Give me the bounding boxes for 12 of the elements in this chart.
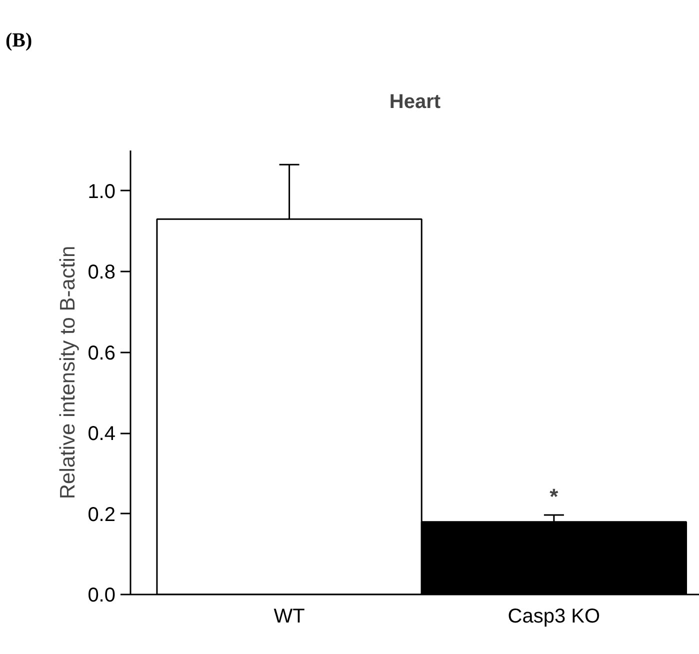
annotation: * — [550, 484, 559, 509]
y-tick-label: 0.8 — [88, 262, 116, 284]
y-tick-label: 0.6 — [88, 342, 116, 364]
y-axis-title: Relative intensity to B-actin — [56, 246, 80, 500]
y-tick-label: 0.4 — [88, 423, 116, 446]
y-tick-label: 0.0 — [88, 584, 116, 606]
text: (B) — [6, 30, 32, 52]
y-tick-label: 1.0 — [88, 180, 116, 203]
y-tick-label: 0.2 — [88, 504, 116, 526]
x-tick-label: Casp3 KO — [508, 606, 600, 628]
x-tick-label: WT — [274, 606, 305, 628]
chart-title: Heart — [389, 91, 441, 113]
